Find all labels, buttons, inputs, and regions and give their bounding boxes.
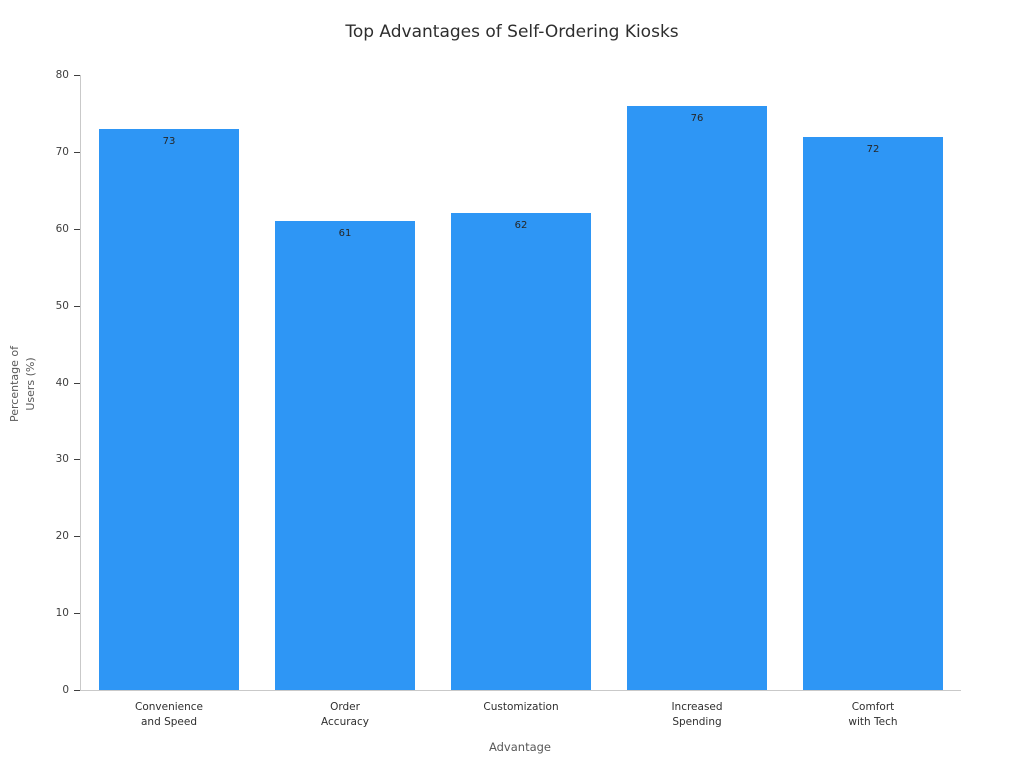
bar: 72 (802, 136, 944, 690)
plot-area: 0 10 20 30 40 50 60 70 80 73 Convenience and Speed… (56, 69, 961, 728)
x-category-label: Customization (483, 701, 559, 713)
bar: 73 (98, 128, 240, 690)
x-category-label: Comfort with Tech (848, 701, 898, 728)
bar: 76 (626, 105, 768, 690)
bar-value-label: 76 (690, 112, 704, 124)
y-tick-mark (74, 151, 80, 153)
y-tick-label: 50 (55, 299, 69, 312)
y-tick-label: 20 (55, 530, 69, 543)
y-tick-mark (74, 305, 80, 307)
bar-value-label: 61 (338, 228, 352, 240)
bar-value-label: 62 (514, 220, 528, 232)
bar-value-label: 73 (162, 135, 176, 147)
chart-title: Top Advantages of Self-Ordering Kiosks (345, 22, 679, 42)
y-tick-mark (74, 459, 80, 461)
x-category-label: Order Accuracy (321, 701, 369, 728)
y-tick-label: 10 (55, 607, 69, 620)
x-category-label: Increased Spending (671, 701, 723, 728)
bar: 62 (450, 213, 592, 690)
y-tick-label: 0 (62, 684, 69, 696)
y-tick-label: 60 (55, 222, 69, 235)
x-axis-title: Advantage (488, 740, 552, 754)
y-tick-mark (74, 382, 80, 384)
x-category-label: Convenience and Speed (134, 701, 203, 728)
y-tick-label: 70 (55, 145, 69, 158)
y-tick-mark (74, 613, 80, 615)
y-tick-mark (74, 690, 80, 691)
y-tick-mark (74, 228, 80, 230)
y-tick-mark (74, 536, 80, 538)
bar: 61 (274, 221, 416, 690)
y-tick-label: 80 (55, 69, 69, 81)
y-tick-label: 40 (55, 376, 69, 389)
bar-value-label: 72 (866, 143, 880, 155)
y-tick-mark (74, 75, 80, 76)
y-tick-label: 30 (55, 453, 69, 466)
